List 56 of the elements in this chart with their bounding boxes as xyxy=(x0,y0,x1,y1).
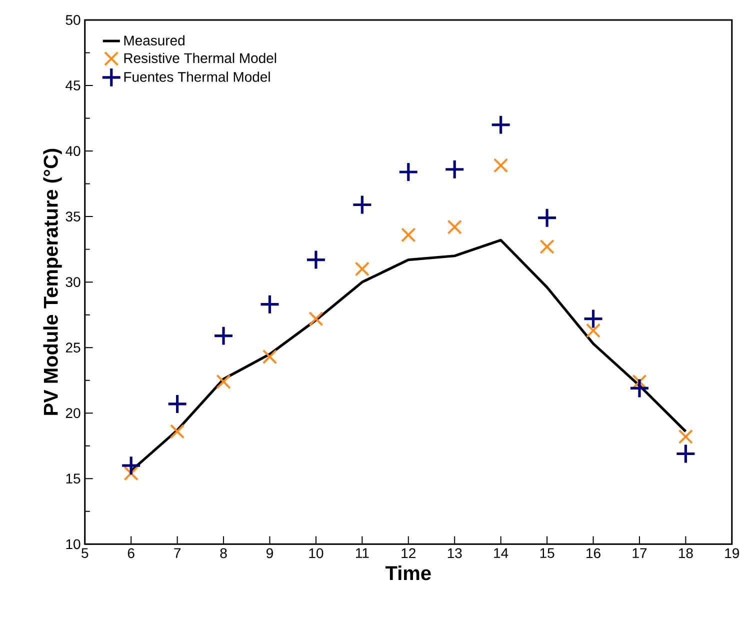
point xyxy=(490,114,512,136)
point xyxy=(170,424,185,439)
point xyxy=(306,249,326,270)
point xyxy=(354,262,370,276)
point xyxy=(493,158,508,173)
legend-label: Resistive Thermal Model xyxy=(124,52,276,64)
x-tick-label: 7 xyxy=(174,548,180,558)
point xyxy=(675,443,696,464)
y-tick-label: 10 xyxy=(66,539,80,550)
point xyxy=(352,194,372,216)
point xyxy=(167,394,188,414)
y-tick-label: 50 xyxy=(66,14,80,25)
x-tick-label: 15 xyxy=(540,548,554,558)
x-tick-label: 18 xyxy=(678,548,693,558)
x-tick-label: 11 xyxy=(356,548,369,558)
x-tick-label: 6 xyxy=(128,548,134,558)
y-tick-label: 40 xyxy=(66,146,80,156)
point xyxy=(398,162,419,182)
point xyxy=(582,308,604,330)
x-axis-title: Time xyxy=(385,566,431,580)
point xyxy=(540,239,554,254)
x-tick-label: 17 xyxy=(632,548,647,558)
x-tick-label: 10 xyxy=(309,548,324,558)
y-tick-label: 20 xyxy=(66,408,80,418)
point xyxy=(632,374,647,389)
point xyxy=(124,466,138,481)
point xyxy=(308,311,324,326)
point xyxy=(120,455,142,476)
x-tick-label: 13 xyxy=(448,548,462,558)
x-tick-label: 14 xyxy=(494,548,508,558)
y-tick-label: 35 xyxy=(66,212,80,222)
line-series xyxy=(130,238,687,472)
y-tick-label: 25 xyxy=(66,342,80,353)
y-tick-label: 15 xyxy=(66,474,80,484)
x-tick-label: 12 xyxy=(402,548,416,558)
y-tick-label: 45 xyxy=(66,80,80,90)
legend-label: Measured xyxy=(124,35,184,46)
point xyxy=(259,294,280,315)
point xyxy=(216,374,231,389)
point xyxy=(629,378,650,398)
point xyxy=(678,429,694,444)
point xyxy=(536,208,558,228)
x-tick-label: 19 xyxy=(725,548,740,558)
y-axis-title: PV Module Temperature (°C) xyxy=(43,148,62,415)
x-tick-label: 16 xyxy=(586,548,600,558)
x-tick-label: 8 xyxy=(220,548,227,558)
point xyxy=(444,159,465,180)
point xyxy=(213,325,234,346)
point xyxy=(262,349,278,364)
legend-label: Fuentes Thermal Model xyxy=(124,72,270,82)
point xyxy=(401,228,416,242)
point xyxy=(586,323,601,338)
x-tick-label: 9 xyxy=(266,548,273,558)
x-tick-label: 5 xyxy=(82,548,88,558)
point xyxy=(447,220,462,234)
y-tick-label: 30 xyxy=(66,277,80,287)
